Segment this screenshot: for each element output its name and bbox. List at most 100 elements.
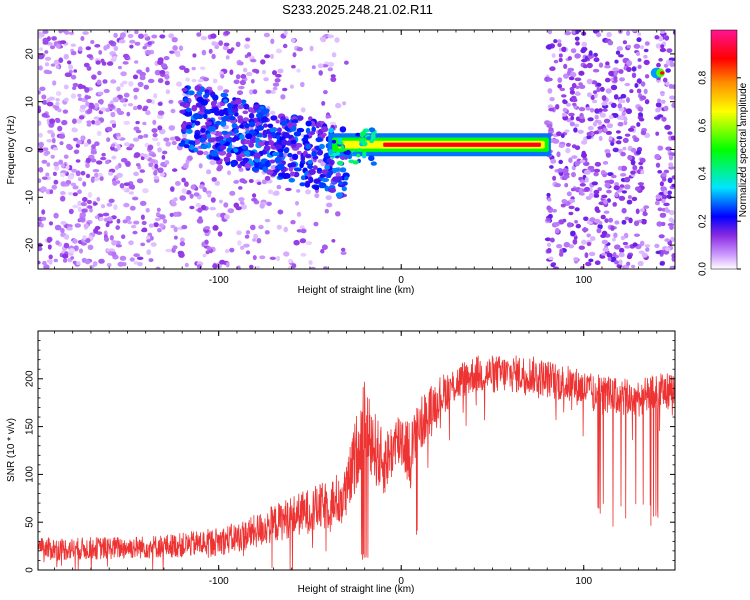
heatmap-cell [656, 221, 663, 227]
heatmap-cell [49, 189, 54, 195]
heatmap-cell [570, 71, 577, 78]
heatmap-cell [168, 33, 175, 39]
heatmap-cell [604, 180, 611, 184]
heatmap-cell [141, 220, 147, 226]
heatmap-cell [119, 98, 126, 103]
heatmap-cell [207, 192, 212, 198]
heatmap-cell [620, 173, 627, 177]
heatmap-cell [588, 192, 595, 198]
heatmap-cell [173, 197, 178, 202]
heatmap-cell [588, 187, 593, 193]
heatmap-cell [265, 89, 272, 94]
heatmap-cell [38, 31, 43, 37]
heatmap-cell [639, 45, 645, 50]
heatmap-cell [273, 169, 279, 173]
heatmap-cell [41, 113, 48, 118]
heatmap-cell [180, 123, 186, 129]
heatmap-cell [557, 42, 562, 48]
heatmap-cell [269, 256, 276, 260]
heatmap-cell [121, 80, 128, 85]
heatmap-cell [229, 116, 236, 121]
heatmap-cell [300, 228, 307, 234]
heatmap-cell [243, 150, 251, 156]
heatmap-cell [240, 74, 247, 79]
heatmap-cell [637, 182, 645, 186]
heatmap-cell [548, 127, 554, 132]
heatmap-cell [119, 255, 127, 261]
heatmap-cell [150, 235, 154, 241]
heatmap-cell [198, 137, 206, 143]
heatmap-cell [624, 82, 631, 87]
heatmap-cell [308, 168, 316, 175]
snr-y-tick-label: 200 [25, 370, 36, 387]
heatmap-cell [190, 184, 196, 190]
heatmap-cell [199, 66, 206, 70]
heatmap-cell [55, 118, 61, 124]
spectrogram-x-tick-label: -100 [209, 275, 229, 286]
heatmap-cell [317, 63, 324, 69]
heatmap-cell [635, 51, 641, 56]
heatmap-cell [608, 217, 613, 223]
heatmap-cell [589, 108, 595, 113]
heatmap-cell [155, 212, 161, 217]
colorbar-gradient [710, 29, 738, 270]
heatmap-cell [233, 136, 240, 141]
heatmap-cell [578, 70, 585, 76]
heatmap-cell [296, 211, 302, 217]
heatmap-cell [557, 77, 563, 83]
heatmap-cell [636, 88, 642, 94]
heatmap-cell [606, 123, 614, 129]
heatmap-cell [610, 84, 618, 91]
heatmap-cell [276, 127, 282, 133]
heatmap-cell [192, 113, 200, 120]
snr-x-tick-label: 0 [398, 576, 404, 587]
heatmap-cell [571, 95, 577, 102]
heatmap-cell [293, 167, 302, 172]
heatmap-cell [41, 94, 47, 100]
heatmap-cell [604, 218, 609, 224]
heatmap-cell [320, 248, 325, 254]
heatmap-cell [557, 168, 564, 173]
heatmap-cell [252, 238, 257, 242]
heatmap-cell [355, 132, 361, 137]
heatmap-cell [86, 120, 92, 124]
heatmap-cell [122, 219, 128, 224]
heatmap-cell [225, 248, 230, 254]
heatmap-cell [155, 266, 161, 269]
heatmap-cell [340, 145, 345, 151]
heatmap-cell [133, 171, 140, 177]
heatmap-cell [174, 235, 178, 240]
heatmap-cell [638, 112, 643, 117]
heatmap-cell [659, 71, 665, 75]
heatmap-cell [657, 207, 663, 212]
snr-x-axis-label: Height of straight line (km) [298, 584, 415, 595]
heatmap-cell [263, 123, 268, 128]
heatmap-cell [109, 235, 114, 241]
heatmap-cell [587, 125, 594, 131]
heatmap-cell [172, 211, 179, 217]
heatmap-cell [159, 214, 166, 220]
heatmap-cell [281, 139, 288, 146]
heatmap-cell [607, 40, 614, 46]
heatmap-cell [85, 173, 91, 179]
heatmap-cell [264, 54, 271, 59]
heatmap-cell [321, 101, 326, 106]
heatmap-cell [556, 131, 562, 137]
heatmap-cell [84, 95, 92, 100]
heatmap-cell [270, 90, 276, 94]
heatmap-cell [610, 141, 615, 146]
heatmap-cell [181, 87, 188, 92]
heatmap-cell [586, 78, 593, 85]
heatmap-cell [185, 107, 192, 113]
heatmap-cell [659, 213, 667, 218]
heatmap-cell [335, 151, 340, 156]
heatmap-cell [586, 92, 592, 98]
heatmap-cell [593, 130, 600, 135]
heatmap-cell [643, 48, 649, 53]
snr-y-tick-label: 50 [25, 516, 36, 528]
heatmap-cell [654, 243, 660, 249]
heatmap-cell [568, 205, 575, 210]
heatmap-cell [345, 150, 351, 155]
heatmap-cell [209, 160, 217, 166]
